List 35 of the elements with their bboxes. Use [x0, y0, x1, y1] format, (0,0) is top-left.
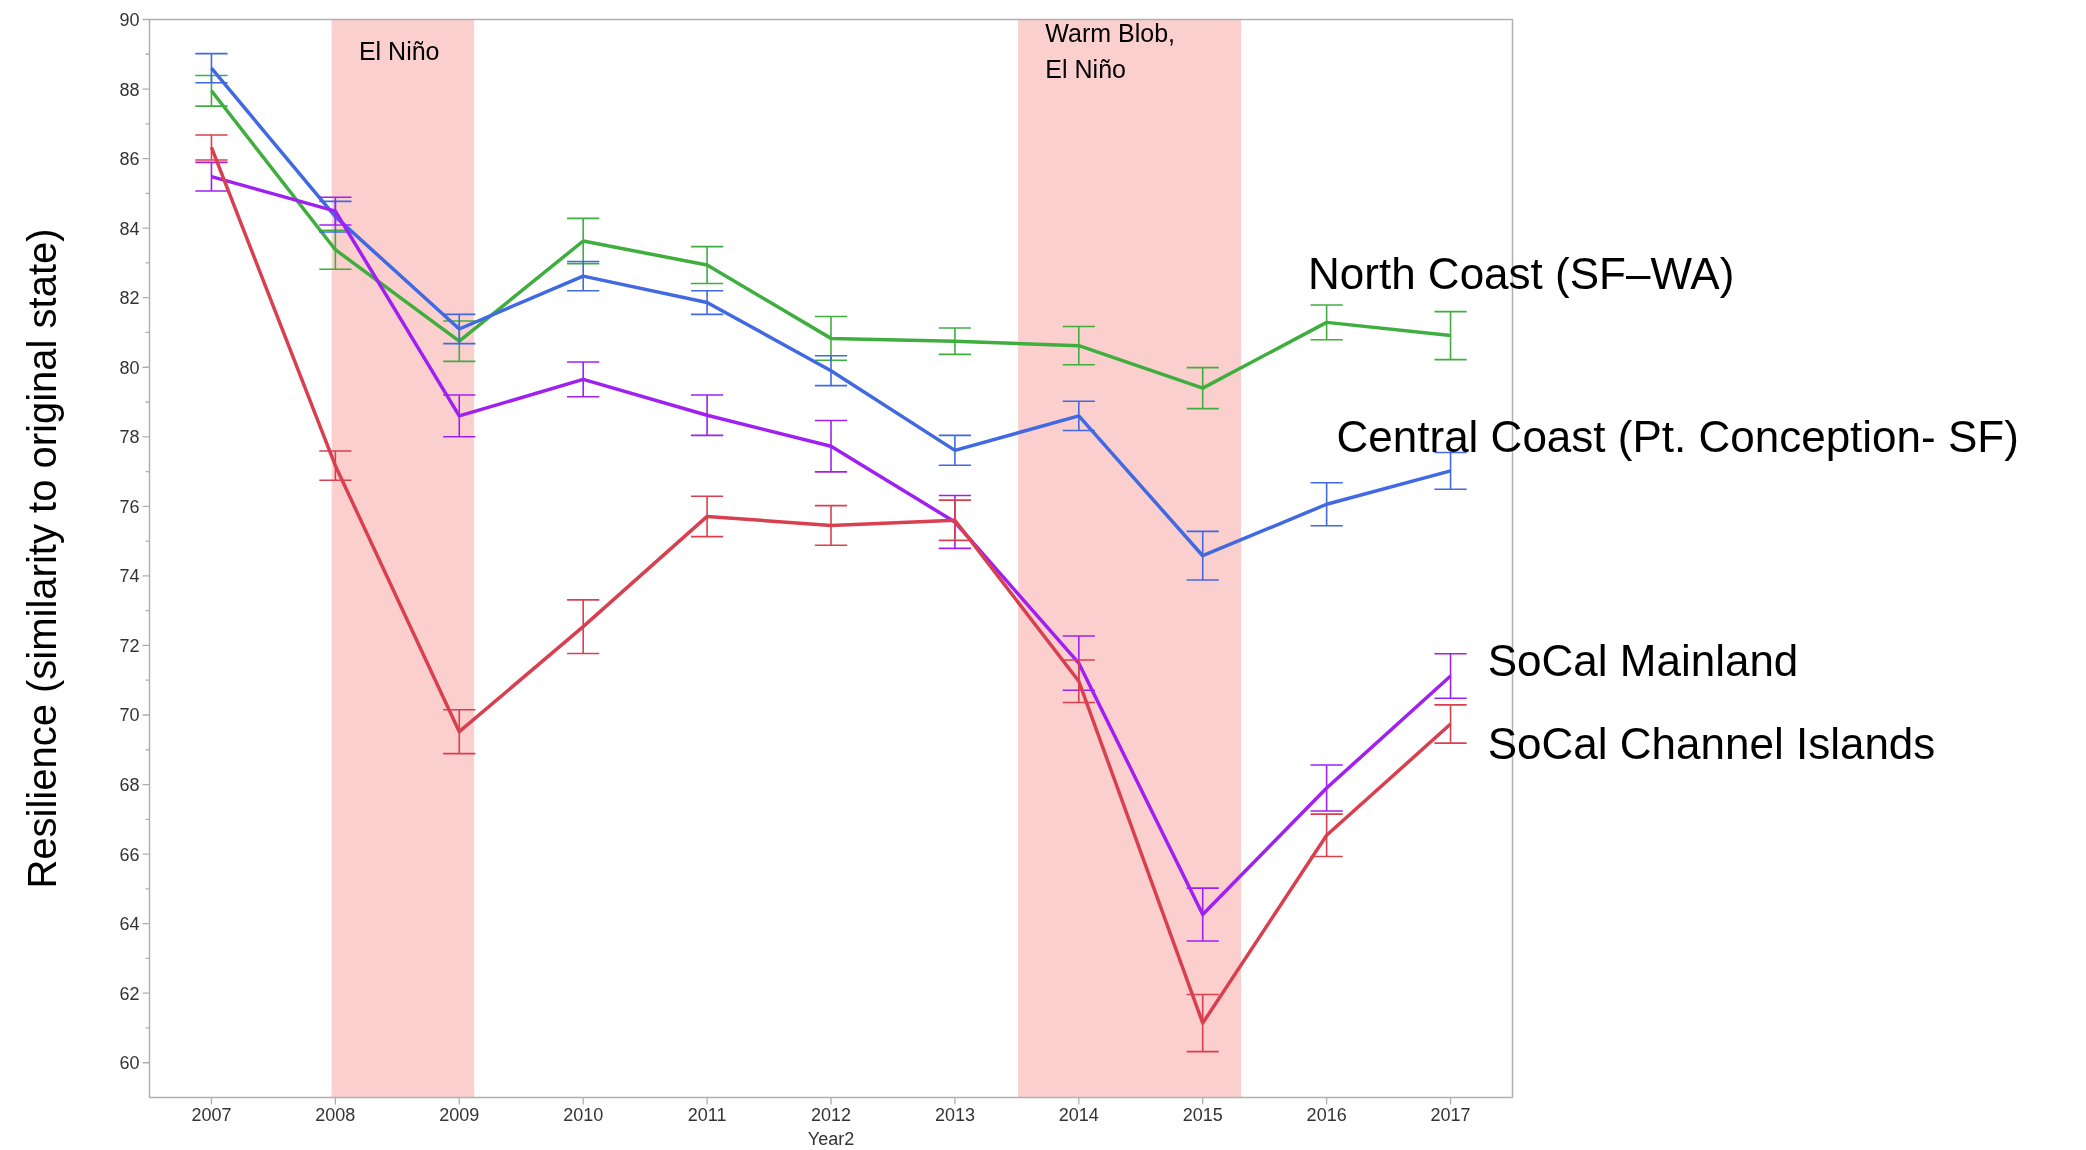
series-label: SoCal Mainland: [1487, 635, 1799, 685]
y-tick-label: 76: [119, 496, 140, 517]
series-label: North Coast (SF–WA): [1308, 248, 1735, 298]
band-label: Warm Blob, El Niño: [1045, 18, 1176, 83]
y-tick-label: 60: [119, 1053, 140, 1074]
x-tick-label: 2009: [439, 1104, 480, 1125]
x-tick-label: 2017: [1430, 1104, 1471, 1125]
y-tick-label: 68: [119, 775, 140, 796]
y-tick-label: 86: [119, 149, 140, 170]
y-tick-label: 88: [119, 79, 140, 100]
y-tick-label: 78: [119, 427, 140, 448]
x-tick-label: 2007: [191, 1104, 232, 1125]
x-tick-label: 2015: [1182, 1104, 1223, 1125]
x-axis-title: Year2: [807, 1128, 855, 1149]
y-tick-label: 66: [119, 844, 140, 865]
x-tick-label: 2013: [934, 1104, 975, 1125]
y-tick-label: 70: [119, 705, 140, 726]
y-tick-label: 62: [119, 983, 140, 1004]
y-tick-label: 84: [119, 218, 140, 239]
y-tick-label: 74: [119, 566, 140, 587]
x-tick-label: 2011: [687, 1104, 727, 1125]
series-label: SoCal Channel Islands: [1487, 718, 1936, 768]
y-tick-label: 90: [119, 10, 140, 30]
x-tick-label: 2016: [1306, 1104, 1347, 1125]
y-axis-title: Resilience (similarity to original state): [19, 228, 64, 889]
y-tick-label: 72: [119, 635, 140, 656]
x-tick-label: 2012: [810, 1104, 852, 1125]
band-label: El Niño: [358, 36, 440, 65]
y-tick-label: 64: [119, 914, 140, 935]
y-tick-label: 82: [119, 288, 140, 309]
y-tick-label: 80: [119, 357, 140, 378]
x-tick-label: 2008: [315, 1104, 356, 1125]
x-tick-label: 2014: [1058, 1104, 1099, 1125]
x-tick-label: 2010: [563, 1104, 604, 1125]
series-label: Central Coast (Pt. Conception- SF): [1336, 411, 2019, 461]
